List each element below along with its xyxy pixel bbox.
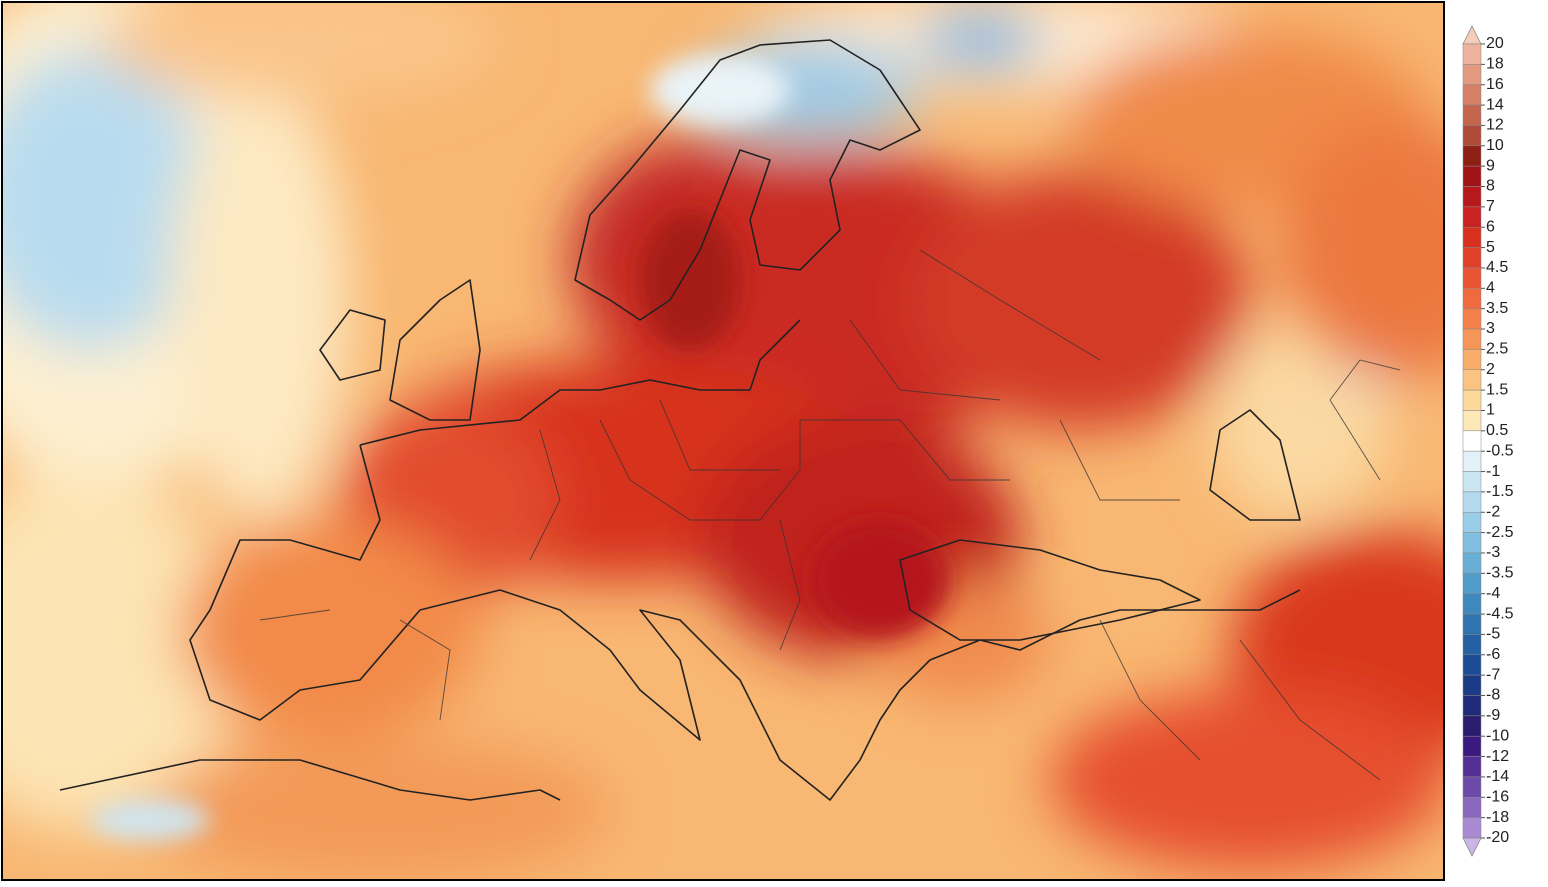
colorbar-label: -12 [1486, 748, 1509, 765]
colorbar-label: 4.5 [1486, 259, 1508, 276]
colorbar-label: -5 [1486, 626, 1500, 643]
colorbar-swatch [1462, 797, 1482, 818]
colorbar-label: -4 [1486, 585, 1500, 602]
colorbar-label: -9 [1486, 707, 1500, 724]
colorbar-swatch [1462, 226, 1482, 248]
colorbar-swatch [1462, 512, 1482, 533]
colorbar-swatch [1462, 186, 1482, 208]
colorbar-swatch [1462, 206, 1482, 228]
colorbar-label: -8 [1486, 687, 1500, 704]
colorbar-label: -4.5 [1486, 605, 1514, 622]
colorbar-swatch [1462, 369, 1482, 391]
colorbar-label: 0.5 [1486, 422, 1508, 439]
colorbar-arrow-top [1462, 25, 1482, 45]
colorbar-swatch [1462, 756, 1482, 778]
colorbar-label: 8 [1486, 178, 1495, 195]
colorbar-swatch [1462, 817, 1482, 839]
colorbar-label: 9 [1486, 157, 1495, 174]
colorbar-label: 7 [1486, 198, 1495, 215]
coastline [59, 759, 561, 801]
colorbar-label: 14 [1486, 96, 1504, 113]
colorbar-swatch [1462, 247, 1482, 269]
colorbar-swatch [1462, 573, 1482, 594]
colorbar-swatch [1462, 64, 1482, 85]
colorbar-label: 10 [1486, 137, 1504, 154]
colorbar-label: -2.5 [1486, 524, 1514, 541]
colorbar-label: 5 [1486, 239, 1495, 256]
colorbar-swatch [1462, 308, 1482, 330]
colorbar-swatch [1462, 450, 1482, 472]
coastline [189, 319, 1301, 801]
colorbar-arrow-bottom [1462, 837, 1482, 857]
colorbar-label: 2.5 [1486, 341, 1508, 358]
colorbar-label: 1.5 [1486, 381, 1508, 398]
colorbar-label: -0.5 [1486, 442, 1514, 459]
colorbar-label: -10 [1486, 727, 1509, 744]
colorbar-swatch [1462, 674, 1482, 696]
colorbar-label: -3.5 [1486, 565, 1514, 582]
colorbar-label: 3.5 [1486, 300, 1508, 317]
colorbar-label: 16 [1486, 76, 1504, 93]
colorbar-swatch [1462, 491, 1482, 513]
colorbar-label: 2 [1486, 361, 1495, 378]
colorbar-label: -2 [1486, 503, 1500, 520]
colorbar-label: -16 [1486, 789, 1509, 806]
colorbar-swatch [1462, 328, 1482, 350]
colorbar-label: 18 [1486, 56, 1504, 73]
colorbar-label: 20 [1486, 35, 1504, 52]
coastline [319, 309, 386, 381]
border [259, 249, 1381, 781]
colorbar-label: -6 [1486, 646, 1500, 663]
colorbar-swatch [1462, 84, 1482, 106]
colorbar-label: 3 [1486, 320, 1495, 337]
colorbar-swatch [1462, 593, 1482, 615]
colorbar-label: -1.5 [1486, 483, 1514, 500]
colorbar-swatch [1462, 634, 1482, 656]
colorbar-swatch [1462, 165, 1482, 187]
colorbar-label: -18 [1486, 809, 1509, 826]
border [1329, 359, 1401, 481]
colorbar-swatch [1462, 349, 1482, 370]
colorbar: 20 18 16 14 12 10 9 8 7 6 5 4.5 4 3.5 3 2.5 2 1.5 1 0.5 -0.5… [1462, 25, 1514, 857]
coastline [1209, 409, 1301, 521]
colorbar-label: 4 [1486, 280, 1495, 297]
colorbar-label: -1 [1486, 463, 1500, 480]
coastline [574, 39, 921, 321]
colorbar-swatch [1462, 613, 1482, 635]
colorbar-swatch [1462, 430, 1482, 452]
colorbar-swatch [1462, 735, 1482, 757]
coastline [389, 279, 481, 421]
colorbar-label: -3 [1486, 544, 1500, 561]
colorbar-label: 12 [1486, 117, 1504, 134]
colorbar-swatch [1462, 776, 1482, 798]
colorbar-swatch [1462, 552, 1482, 574]
colorbar-swatch [1462, 471, 1482, 493]
colorbar-swatch [1462, 715, 1482, 737]
colorbar-swatch [1462, 145, 1482, 167]
colorbar-label: -20 [1486, 829, 1509, 846]
colorbar-swatch [1462, 532, 1482, 554]
colorbar-label: -14 [1486, 768, 1509, 785]
colorbar-swatch [1462, 104, 1482, 126]
colorbar-swatch [1462, 125, 1482, 147]
colorbar-label: 6 [1486, 218, 1495, 235]
colorbar-swatch [1462, 43, 1482, 65]
map-frame [1, 1, 1445, 881]
colorbar-swatch [1462, 267, 1482, 289]
colorbar-label: -7 [1486, 666, 1500, 683]
colorbar-swatch [1462, 389, 1482, 411]
colorbar-swatch [1462, 654, 1482, 676]
colorbar-label: 1 [1486, 402, 1495, 419]
colorbar-swatch [1462, 288, 1482, 309]
colorbar-swatch [1462, 695, 1482, 717]
coastline [899, 539, 1201, 641]
colorbar-swatch [1462, 410, 1482, 432]
